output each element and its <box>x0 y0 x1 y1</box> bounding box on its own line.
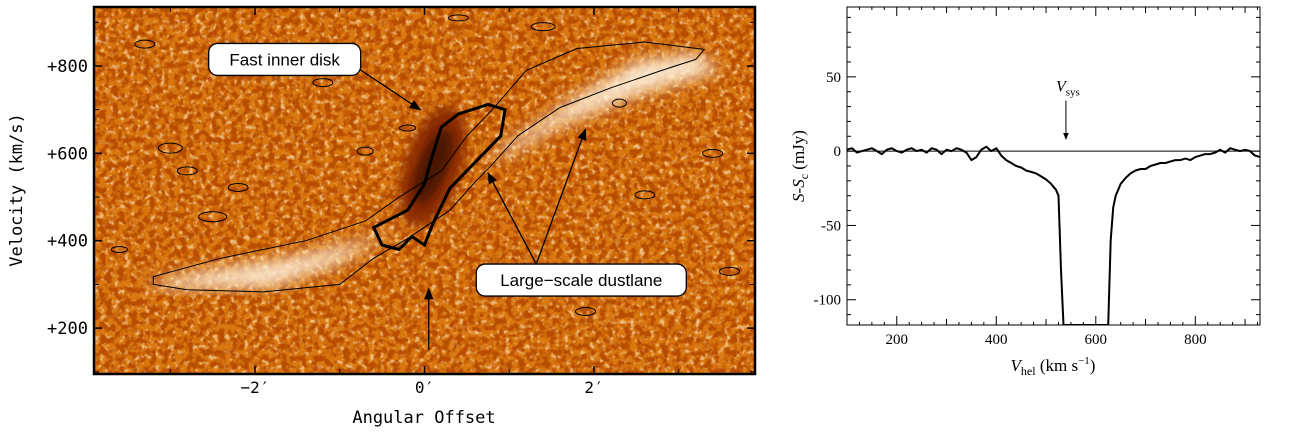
absorption-spectrum: 200 400 600 800 50 0 -50 -100 Vsys Vhel (km s−1… <box>789 6 1261 378</box>
noise-contour <box>530 22 556 32</box>
inner-disk-contour <box>371 102 507 252</box>
x-tick-label: −2′ <box>241 378 270 397</box>
x-tick-label: 800 <box>1184 332 1207 348</box>
annotation-box <box>208 42 362 77</box>
noise-contour <box>447 14 469 22</box>
y-tick-label: +400 <box>47 232 88 252</box>
axes: 200 400 600 800 50 0 -50 -100 <box>814 7 1260 348</box>
annotations: Fast inner disk Large−scale dustlane <box>208 42 687 350</box>
x-axis-label: Vhel (km s−1) <box>1011 355 1096 378</box>
noise-contour <box>312 78 334 88</box>
x-axis-label: Angular Offset <box>352 408 495 428</box>
dustlane-contour <box>152 41 706 293</box>
axes: +800 +600 +400 +200 −2′ 0′ 2′ <box>47 7 755 397</box>
x-tick-label: 600 <box>1085 332 1108 348</box>
intensity-map <box>94 7 755 374</box>
y-tick-label: +600 <box>47 144 88 164</box>
y-axis-label: Velocity (km/s) <box>7 113 27 267</box>
annotation-arrow <box>356 66 422 111</box>
noise-contour <box>356 146 374 156</box>
noise-contour <box>110 245 128 253</box>
y-tick-label: -50 <box>821 218 841 234</box>
annotation-label: Large−scale dustlane <box>500 271 662 290</box>
noise-contour <box>198 211 228 223</box>
noise-contour <box>634 190 656 200</box>
y-tick-label: 50 <box>826 70 841 86</box>
noise-contour <box>157 142 183 154</box>
light-lobe-lower <box>144 223 408 289</box>
position-velocity-diagram: +800 +600 +400 +200 −2′ 0′ 2′ Fast inner disk L… <box>7 5 757 428</box>
noise-contour <box>227 182 249 192</box>
spectrum-line <box>847 145 1260 325</box>
noise-contour <box>399 124 417 132</box>
y-axis-label: S-Sc (mJy) <box>789 130 811 202</box>
x-tick-label: 200 <box>886 332 909 348</box>
x-tick-label: 400 <box>985 332 1008 348</box>
y-tick-label: 0 <box>834 144 842 160</box>
annotation-box <box>475 263 687 297</box>
noise-contour <box>134 39 156 49</box>
x-tick-label: 2′ <box>584 378 603 397</box>
contours <box>110 14 741 317</box>
noise-contour <box>719 266 741 276</box>
y-tick-label: -100 <box>814 293 842 309</box>
noise-contour <box>176 166 198 176</box>
x-tick-label: 0′ <box>415 378 434 397</box>
vsys-marker: Vsys <box>1056 79 1080 140</box>
vsys-label: Vsys <box>1056 79 1080 99</box>
spectrum-plot <box>847 145 1260 325</box>
noise-contour <box>702 148 724 158</box>
annotation-arrow <box>487 171 537 265</box>
annotation-label: Fast inner disk <box>229 50 340 69</box>
annotation-arrow <box>535 128 587 265</box>
light-lobe-upper <box>483 52 722 163</box>
noise-contour <box>575 307 597 317</box>
y-tick-label: +800 <box>47 57 88 77</box>
y-tick-label: +200 <box>47 319 88 339</box>
plot-frame <box>846 6 1261 326</box>
noise-contour <box>611 98 627 108</box>
